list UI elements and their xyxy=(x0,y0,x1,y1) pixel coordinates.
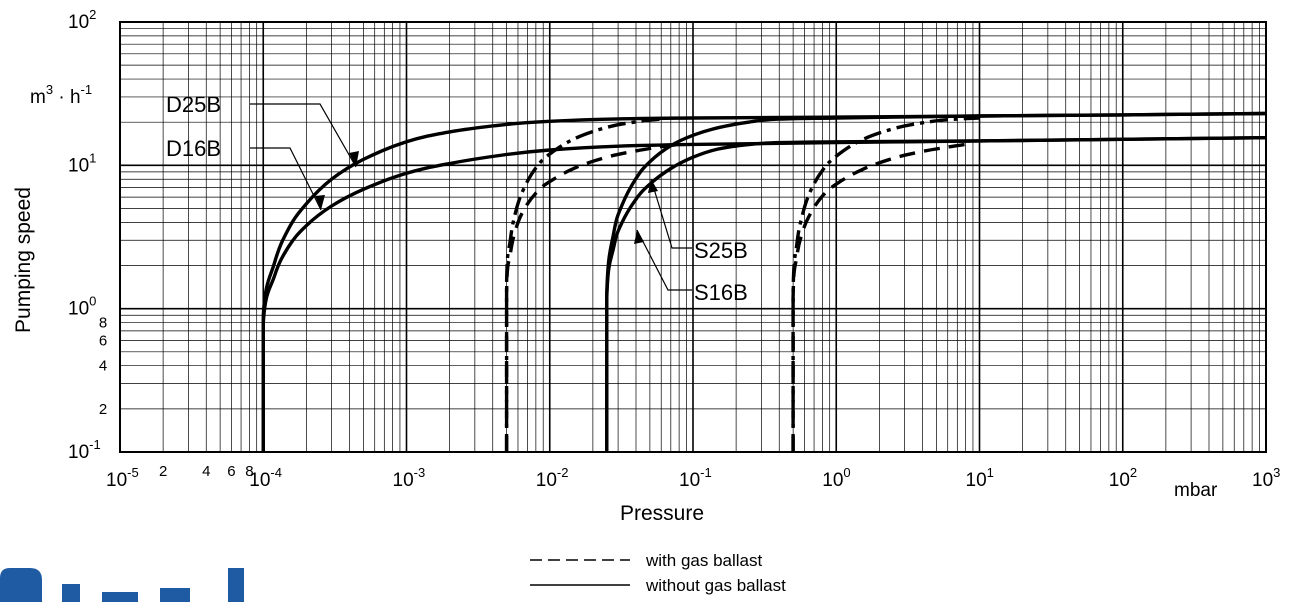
y-minor-tick-label: 4 xyxy=(99,358,107,375)
series-line-d25b xyxy=(261,111,1267,452)
arrowhead-s16b xyxy=(634,230,644,244)
x-tick-label: 10-5 xyxy=(106,465,139,491)
label-s25b: S25B xyxy=(694,238,748,263)
curve-annotations: D25B D16B S25B S16B xyxy=(166,92,748,305)
y-tick-label: 10-1 xyxy=(68,437,101,463)
arrowhead-d25b xyxy=(349,151,359,167)
leader-d25b xyxy=(250,103,357,168)
series-line-d16b xyxy=(261,136,1267,452)
x-tick-label: 10-1 xyxy=(679,465,712,491)
leader-s16b xyxy=(636,229,692,291)
x-tick-label: 103 xyxy=(1252,465,1280,491)
arrowhead-s25b xyxy=(648,179,658,193)
y-tick-label: 100 xyxy=(68,294,96,320)
label-s16b: S16B xyxy=(694,280,748,305)
y-minor-tick-label: 2 xyxy=(99,401,107,418)
chart-curves xyxy=(261,111,1267,452)
series-line-d25b-with-gas-ballast xyxy=(504,117,662,452)
chart-grid xyxy=(119,21,1267,453)
brand-logo-fragment xyxy=(0,568,244,602)
series-line-d16b-with-gas-ballast xyxy=(504,142,680,452)
y-tick-label: 102 xyxy=(68,7,96,33)
legend: with gas ballast without gas ballast xyxy=(530,551,786,595)
x-tick-label: 100 xyxy=(822,465,850,491)
x-tick-label: 10-4 xyxy=(249,465,282,491)
x-tick-label: 10-3 xyxy=(393,465,426,491)
label-d25b: D25B xyxy=(166,92,221,117)
series-line-s16b xyxy=(605,136,1267,452)
series-line-s25b xyxy=(605,111,1267,452)
leader-s25b xyxy=(650,178,692,249)
x-minor-tick-label: 8 xyxy=(245,463,253,480)
series-line-s25b-with-gas-ballast xyxy=(791,116,980,452)
plot-frame xyxy=(119,21,1267,453)
x-tick-label: 102 xyxy=(1109,465,1137,491)
x-tick-label: 101 xyxy=(966,465,994,491)
arrowhead-d16b xyxy=(315,195,325,210)
y-axis-unit: m3 · h-1 xyxy=(30,82,92,108)
y-axis-title: Pumping speed xyxy=(12,187,35,333)
svg-text:m3 · h-1: m3 · h-1 xyxy=(30,82,92,108)
label-d16b: D16B xyxy=(166,136,221,161)
x-tick-label: 10-2 xyxy=(536,465,569,491)
x-axis-unit: mbar xyxy=(1174,480,1218,501)
x-minor-tick-label: 2 xyxy=(159,463,167,480)
x-minor-tick-label: 6 xyxy=(227,463,235,480)
leader-d16b xyxy=(250,147,322,211)
y-tick-label: 101 xyxy=(68,150,96,176)
y-minor-tick-label: 6 xyxy=(99,332,107,349)
y-minor-tick-label: 8 xyxy=(99,315,107,332)
legend-with-gas-ballast: with gas ballast xyxy=(645,551,763,570)
legend-without-gas-ballast: without gas ballast xyxy=(645,576,786,595)
series-line-s16b-with-gas-ballast xyxy=(791,142,966,452)
x-axis-title: Pressure xyxy=(620,502,704,525)
x-minor-tick-label: 4 xyxy=(202,463,210,480)
